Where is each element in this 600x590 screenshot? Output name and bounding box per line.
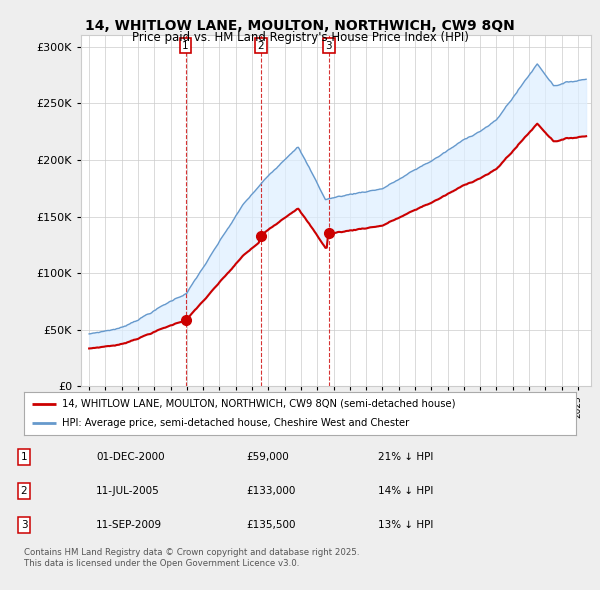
Text: 3: 3 [325, 41, 332, 51]
Text: 2: 2 [257, 41, 264, 51]
Text: 14% ↓ HPI: 14% ↓ HPI [378, 486, 433, 496]
Text: HPI: Average price, semi-detached house, Cheshire West and Chester: HPI: Average price, semi-detached house,… [62, 418, 409, 428]
Text: 13% ↓ HPI: 13% ↓ HPI [378, 520, 433, 530]
Text: £59,000: £59,000 [246, 452, 289, 461]
Text: 2: 2 [20, 486, 28, 496]
Text: 21% ↓ HPI: 21% ↓ HPI [378, 452, 433, 461]
Text: 14, WHITLOW LANE, MOULTON, NORTHWICH, CW9 8QN (semi-detached house): 14, WHITLOW LANE, MOULTON, NORTHWICH, CW… [62, 399, 455, 409]
Text: 14, WHITLOW LANE, MOULTON, NORTHWICH, CW9 8QN: 14, WHITLOW LANE, MOULTON, NORTHWICH, CW… [85, 19, 515, 33]
Text: £135,500: £135,500 [246, 520, 296, 530]
Text: Contains HM Land Registry data © Crown copyright and database right 2025.
This d: Contains HM Land Registry data © Crown c… [24, 548, 359, 568]
Text: 01-DEC-2000: 01-DEC-2000 [96, 452, 164, 461]
Text: 3: 3 [20, 520, 28, 530]
Text: 1: 1 [20, 452, 28, 461]
Text: £133,000: £133,000 [246, 486, 295, 496]
Text: 1: 1 [182, 41, 189, 51]
Text: 11-SEP-2009: 11-SEP-2009 [96, 520, 162, 530]
Text: Price paid vs. HM Land Registry's House Price Index (HPI): Price paid vs. HM Land Registry's House … [131, 31, 469, 44]
Text: 11-JUL-2005: 11-JUL-2005 [96, 486, 160, 496]
